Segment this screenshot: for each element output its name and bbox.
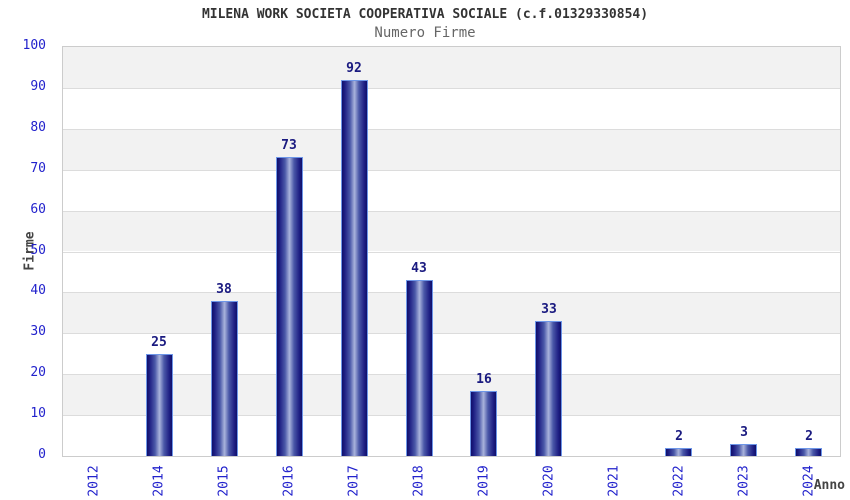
bar-value-label: 2	[805, 429, 813, 444]
y-tick-label: 10	[30, 406, 46, 421]
bar-2018	[406, 280, 433, 456]
x-tick-label: 2020	[541, 465, 557, 497]
x-tick-label: 2022	[671, 465, 687, 497]
gridline	[63, 252, 840, 253]
bar-value-label: 73	[281, 138, 297, 153]
bar-2019	[470, 391, 497, 456]
bar-value-label: 38	[216, 282, 232, 297]
bar-2016	[276, 157, 303, 456]
y-tick-label: 70	[30, 161, 46, 176]
bar-value-label: 3	[740, 425, 748, 440]
y-tick-label: 50	[30, 243, 46, 258]
y-tick-label: 40	[30, 283, 46, 298]
y-tick-label: 90	[30, 79, 46, 94]
bar-value-label: 16	[476, 372, 492, 387]
bar-2020	[535, 321, 562, 456]
bar-2014	[146, 354, 173, 456]
gridline	[63, 211, 840, 212]
x-tick-label: 2017	[346, 465, 362, 497]
x-axis-title: Anno	[813, 478, 845, 493]
gridline	[63, 333, 840, 334]
x-tick-label: 2012	[86, 465, 102, 497]
x-tick-label: 2018	[411, 465, 427, 497]
y-tick-label: 100	[22, 38, 46, 53]
bar-2023	[730, 444, 757, 456]
gridline	[63, 170, 840, 171]
plot-area: 25 38 73 92 43 16 33 2 3 2	[62, 46, 841, 457]
plot-band	[63, 374, 840, 416]
y-tick-label: 60	[30, 202, 46, 217]
x-tick-label: 2016	[281, 465, 297, 497]
bar-value-label: 43	[411, 261, 427, 276]
bar-value-label: 2	[675, 429, 683, 444]
x-tick-label: 2019	[476, 465, 492, 497]
bar-value-label: 25	[151, 335, 167, 350]
chart-title: MILENA WORK SOCIETA COOPERATIVA SOCIALE …	[201, 7, 649, 22]
gridline	[63, 88, 840, 89]
chart-subtitle: Numero Firme	[374, 25, 476, 41]
y-tick-label: 80	[30, 120, 46, 135]
plot-band	[63, 210, 840, 252]
bar-value-label: 33	[541, 302, 557, 317]
gridline	[63, 415, 840, 416]
y-tick-label: 20	[30, 365, 46, 380]
x-tick-label: 2021	[606, 465, 622, 497]
y-tick-label: 0	[38, 447, 46, 462]
plot-band	[63, 128, 840, 170]
x-tick-label: 2015	[216, 465, 232, 497]
bar-value-label: 92	[346, 61, 362, 76]
x-tick-label: 2023	[736, 465, 752, 497]
plot-band	[63, 292, 840, 334]
gridline	[63, 292, 840, 293]
gridline	[63, 129, 840, 130]
bar-2017	[341, 80, 368, 456]
plot-band	[63, 47, 840, 88]
gridline	[63, 374, 840, 375]
y-tick-label: 30	[30, 324, 46, 339]
bar-2022	[665, 448, 692, 456]
bar-2024	[795, 448, 822, 456]
x-tick-label: 2014	[151, 465, 167, 497]
bar-2015	[211, 301, 238, 456]
